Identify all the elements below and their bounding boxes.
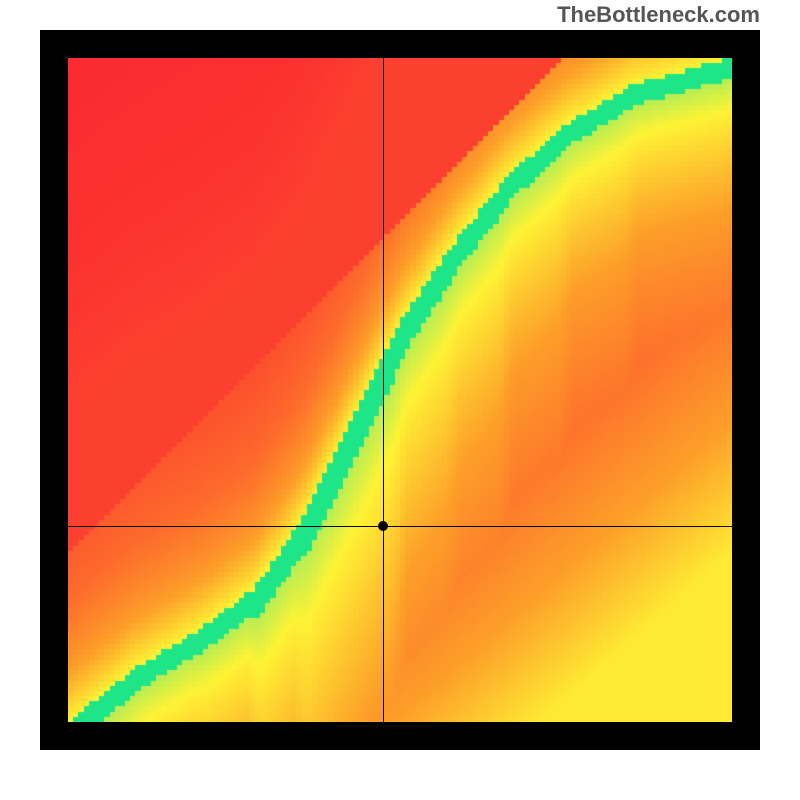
crosshair-vertical xyxy=(383,58,384,722)
crosshair-horizontal xyxy=(68,526,732,527)
chart-container: TheBottleneck.com xyxy=(0,0,800,800)
attribution-label: TheBottleneck.com xyxy=(557,2,760,28)
crosshair-marker xyxy=(378,521,388,531)
plot-border xyxy=(40,30,760,750)
heatmap-canvas xyxy=(68,58,732,722)
